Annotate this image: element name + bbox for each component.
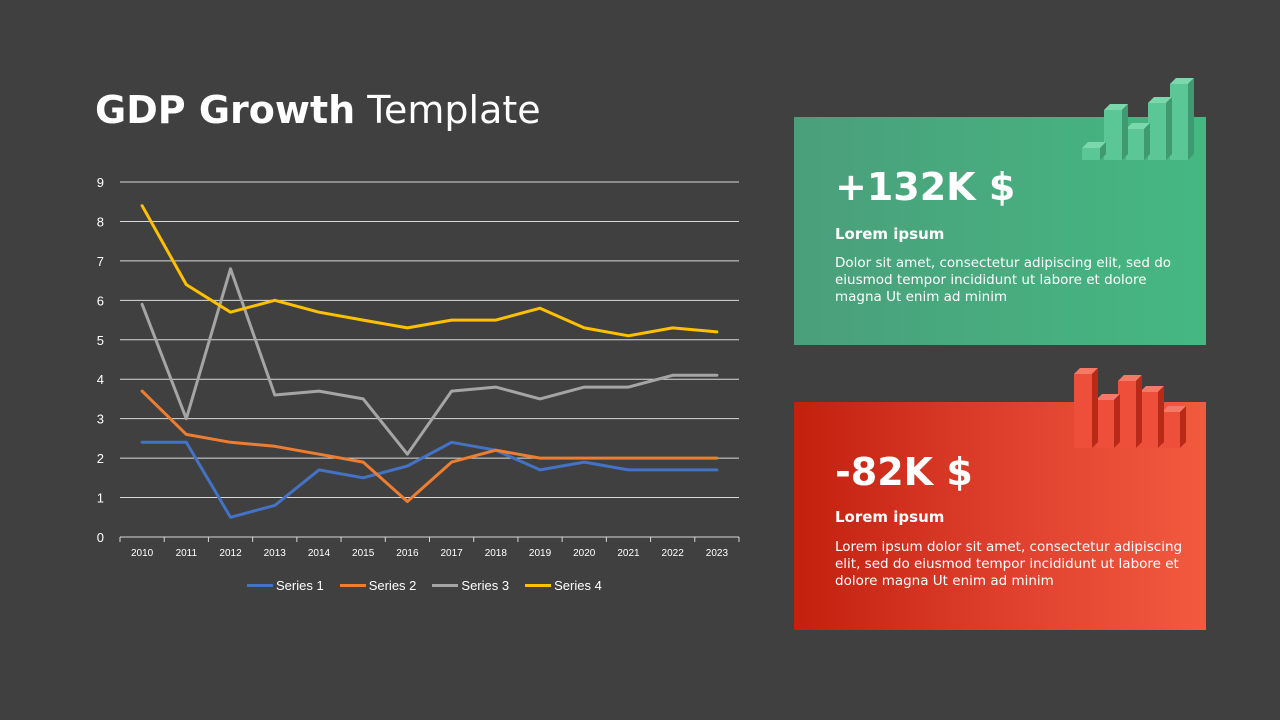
x-tick-label: 2015 xyxy=(352,548,375,559)
y-tick-label: 6 xyxy=(97,293,104,308)
x-tick-label: 2010 xyxy=(131,548,154,559)
series-line-series-1 xyxy=(140,440,719,519)
x-tick-label: 2020 xyxy=(573,548,596,559)
y-tick-label: 4 xyxy=(97,372,104,387)
slide-title: GDP Growth Template xyxy=(95,88,541,132)
x-tick-label: 2017 xyxy=(440,548,463,559)
x-tick-label: 2011 xyxy=(176,548,198,559)
series-line-series-3 xyxy=(140,267,719,456)
legend-item: Series 4 xyxy=(525,578,602,593)
legend-swatch xyxy=(247,584,273,587)
x-tick-label: 2012 xyxy=(219,548,242,559)
chart-legend: Series 1 Series 2 Series 3 Series 4 xyxy=(247,578,602,593)
title-light: Template xyxy=(367,88,541,132)
y-tick-label: 2 xyxy=(97,451,104,466)
y-tick-label: 0 xyxy=(97,530,104,545)
series-line-series-4 xyxy=(140,204,719,338)
legend-swatch xyxy=(339,584,366,587)
y-tick-label: 7 xyxy=(97,254,104,269)
stat-value: -82K $ xyxy=(835,450,973,494)
legend-label: Series 2 xyxy=(368,578,417,593)
x-tick-label: 2016 xyxy=(396,548,419,559)
stat-heading: Lorem ipsum xyxy=(835,225,945,243)
negative-stat-card: -82K $ Lorem ipsum Lorem ipsum dolor sit… xyxy=(794,402,1206,630)
stat-value: +132K $ xyxy=(835,165,1016,209)
legend-item: Series 1 xyxy=(247,578,324,593)
bar-chart-3d-icon xyxy=(1074,368,1186,448)
stat-heading: Lorem ipsum xyxy=(835,508,945,526)
x-tick-label: 2014 xyxy=(308,548,331,559)
y-tick-label: 8 xyxy=(97,214,104,229)
legend-label: Series 4 xyxy=(554,578,602,593)
stat-description: Dolor sit amet, consectetur adipiscing e… xyxy=(835,255,1172,305)
y-tick-label: 5 xyxy=(97,333,104,348)
legend-label: Series 1 xyxy=(276,578,324,593)
y-tick-label: 1 xyxy=(97,491,104,506)
x-tick-label: 2019 xyxy=(529,548,552,559)
y-tick-label: 3 xyxy=(97,412,104,427)
x-tick-label: 2013 xyxy=(264,548,287,559)
legend-item: Series 3 xyxy=(432,578,509,593)
x-tick-label: 2022 xyxy=(662,548,685,559)
series-line-series-2 xyxy=(140,389,719,503)
legend-swatch xyxy=(432,584,459,587)
x-tick-label: 2018 xyxy=(485,548,508,559)
legend-label: Series 3 xyxy=(461,578,510,593)
title-bold: GDP Growth xyxy=(95,88,356,132)
bar-chart-3d-icon xyxy=(1082,78,1194,160)
x-tick-label: 2021 xyxy=(617,548,640,559)
x-tick-label: 2023 xyxy=(706,548,729,559)
legend-item: Series 2 xyxy=(339,578,417,593)
stat-description: Lorem ipsum dolor sit amet, consectetur … xyxy=(835,539,1183,589)
legend-swatch xyxy=(525,584,552,587)
y-tick-label: 9 xyxy=(97,175,104,190)
